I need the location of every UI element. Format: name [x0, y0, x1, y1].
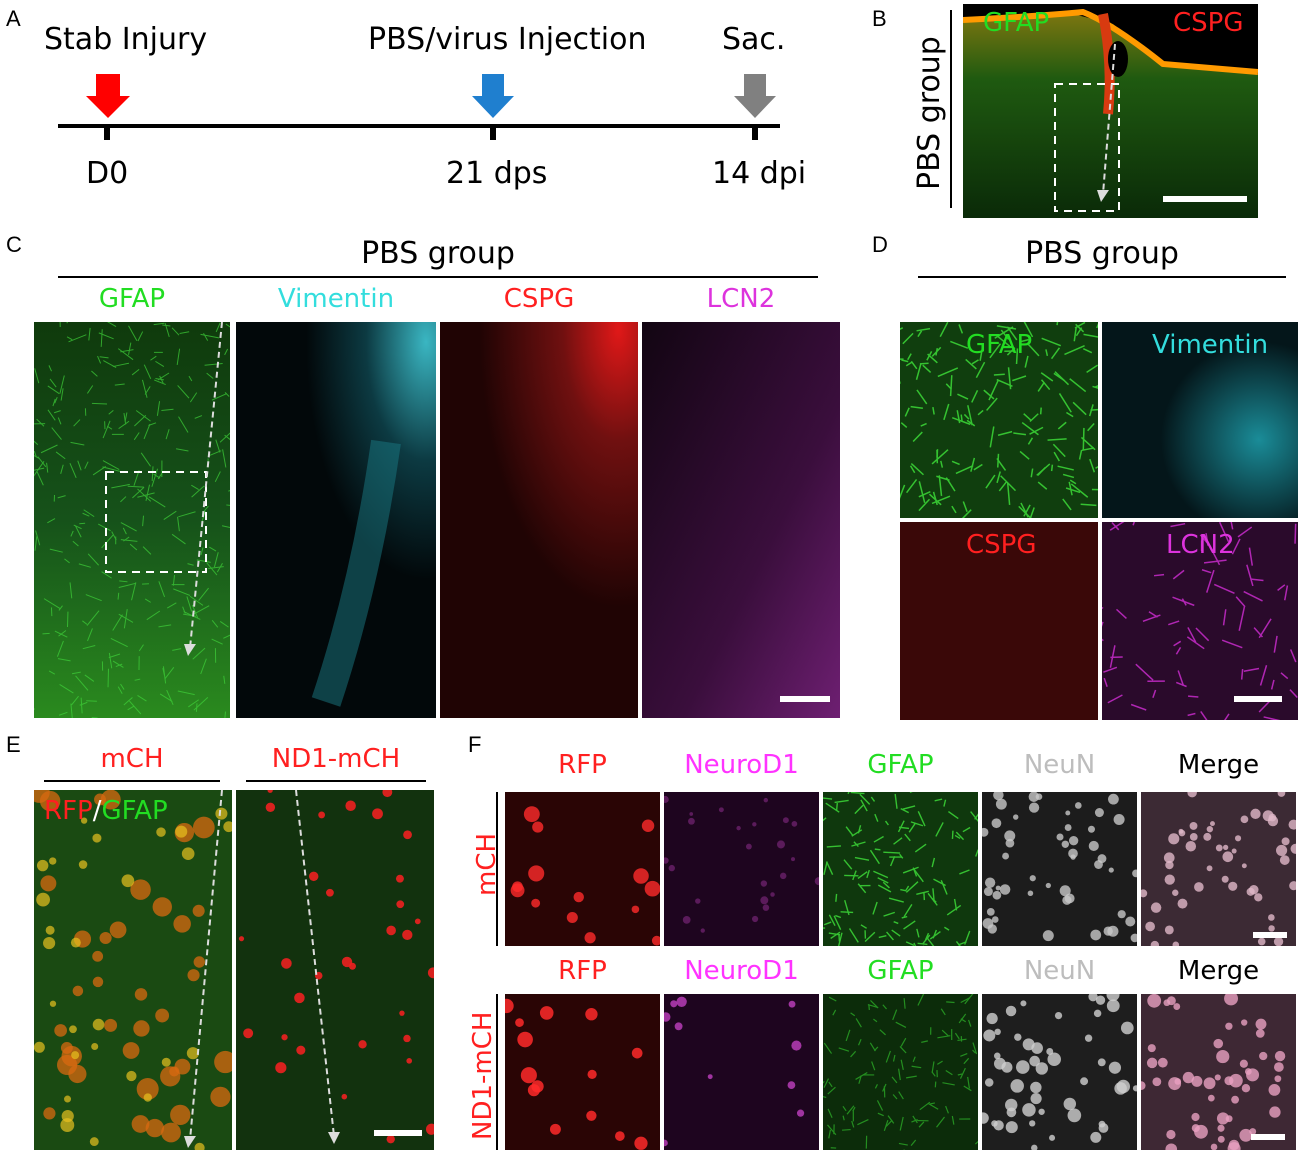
- f-r2-nd1-cells: [664, 996, 805, 1147]
- panel-e-overlay-label: RFP/GFAP: [44, 796, 168, 826]
- panel-d-label-vimentin: Vimentin: [1152, 330, 1269, 360]
- panel-f-nd1-gfap-micrograph: [823, 994, 978, 1150]
- scale-bar: [1163, 196, 1247, 202]
- panel-c-group-label: PBS group: [361, 236, 515, 271]
- panel-e-nd1-cells: [238, 790, 434, 1144]
- panel-label-d: D: [872, 232, 888, 257]
- panel-d-label-lcn2: LCN2: [1166, 530, 1235, 560]
- scale-bar: [1234, 696, 1282, 702]
- panel-b-label-cspg: CSPG: [1173, 8, 1244, 38]
- panel-c-bracket: [58, 276, 818, 278]
- panel-b-bracket: [950, 10, 952, 208]
- panel-d-cspg-micrograph: CSPG: [900, 522, 1098, 720]
- panel-d-lcn2-fibers: [1102, 522, 1298, 720]
- timeline-event-sac: Sac.: [722, 22, 786, 57]
- panel-f-row-label-nd1-mch: ND1-mCH: [468, 1011, 498, 1140]
- f-r1-neun-cells: [982, 792, 1137, 943]
- panel-f-nd1-neun-micrograph: [982, 994, 1137, 1150]
- panel-d-vimentin-micrograph: Vimentin: [1102, 322, 1298, 518]
- f-r1-nd1-cells: [664, 795, 819, 933]
- f-r2-gfap-fibers: [823, 994, 978, 1150]
- panel-f-mch-neurod1-micrograph: [664, 792, 819, 946]
- panel-f-row1-channel-merge: Merge: [1177, 750, 1260, 780]
- sac-arrow-icon: [734, 74, 776, 118]
- f-r2-merge-cells: [1141, 994, 1286, 1150]
- f-r1-gfap-fibers: [823, 792, 978, 946]
- panel-f-nd1-rfp-micrograph: [505, 994, 660, 1150]
- panel-b-group-label: PBS group: [912, 36, 947, 190]
- panel-e-bracket-nd1-mch: [246, 780, 426, 782]
- panel-d-label-gfap: GFAP: [966, 330, 1033, 360]
- panel-f-mch-neun-micrograph: [982, 792, 1137, 946]
- f-r1-rfp-cells: [510, 806, 660, 946]
- panel-d-group-label: PBS group: [1025, 236, 1179, 271]
- panel-label-b: B: [872, 6, 887, 31]
- panel-f-row1-channel-rfp: RFP: [558, 750, 607, 780]
- f-r1-merge-cells: [1141, 792, 1296, 946]
- scale-bar: [1253, 932, 1287, 938]
- panel-f-row1-channel-neurod1: NeuroD1: [684, 750, 799, 780]
- panel-c-gfap-fibers: [34, 322, 230, 718]
- panel-f-row1-bracket: [496, 792, 498, 946]
- panel-f-nd1-neurod1-micrograph: [664, 994, 819, 1150]
- panel-c-vimentin-micrograph: [236, 322, 436, 718]
- scale-bar: [780, 696, 830, 702]
- panel-f-row2-channel-rfp: RFP: [558, 956, 607, 986]
- scale-bar: [374, 1130, 422, 1136]
- panel-d-bracket: [918, 276, 1286, 278]
- panel-e-group-mch: mCH: [100, 744, 164, 774]
- panel-label-e: E: [6, 732, 21, 757]
- scale-bar: [1251, 1134, 1285, 1140]
- panel-f-row2-channel-neurod1: NeuroD1: [684, 956, 799, 986]
- timeline-tick-21dps: [490, 126, 496, 140]
- panel-f-nd1-merge-micrograph: [1141, 994, 1296, 1150]
- panel-f-mch-merge-micrograph: [1141, 792, 1296, 946]
- panel-c-channel-vimentin: Vimentin: [277, 284, 395, 314]
- f-r2-neun-cells: [982, 994, 1137, 1150]
- timeline-tick-label-21dps: 21 dps: [446, 156, 548, 191]
- panel-f-row1-channel-neun: NeuN: [1023, 750, 1096, 780]
- panel-c-lcn2-micrograph: [642, 322, 840, 718]
- panel-d-lcn2-micrograph: LCN2: [1102, 522, 1298, 720]
- stab-arrow-icon: [86, 74, 130, 118]
- panel-label-c: C: [6, 232, 22, 257]
- panel-f-row1-channel-gfap: GFAP: [867, 750, 934, 780]
- panel-label-a: A: [6, 6, 21, 31]
- timeline-event-injection: PBS/virus Injection: [368, 22, 647, 57]
- panel-e-mch-micrograph: RFP/GFAP: [34, 790, 232, 1150]
- panel-c-channel-cspg: CSPG: [503, 284, 575, 314]
- panel-f-mch-rfp-micrograph: [505, 792, 660, 946]
- panel-e-bracket-mch: [44, 780, 220, 782]
- panel-f-row2-channel-neun: NeuN: [1023, 956, 1096, 986]
- panel-c-channel-lcn2: LCN2: [706, 284, 776, 314]
- panel-d-gfap-micrograph: GFAP: [900, 322, 1098, 518]
- timeline-diagram: [58, 74, 780, 140]
- panel-e-overlay-gfap: GFAP: [101, 796, 168, 826]
- timeline-tick-label-d0: D0: [86, 156, 129, 191]
- panel-label-f: F: [468, 732, 482, 757]
- panel-c-gfap-micrograph: [34, 322, 230, 718]
- panel-c-channel-gfap: GFAP: [98, 284, 166, 314]
- panel-d-label-cspg: CSPG: [966, 530, 1037, 560]
- panel-f-mch-gfap-micrograph: [823, 792, 978, 946]
- panel-d-gfap-fibers: [900, 322, 1098, 518]
- timeline-event-stab-injury: Stab Injury: [44, 22, 208, 57]
- panel-e-overlay-sep: /: [92, 796, 102, 826]
- panel-b-label-gfap: GFAP: [983, 8, 1050, 38]
- panel-f-row2-channel-merge: Merge: [1177, 956, 1260, 986]
- panel-b-micrograph: GFAP CSPG: [963, 4, 1258, 218]
- injection-arrow-icon: [472, 74, 514, 118]
- panel-e-mch-cells: [34, 790, 232, 1150]
- panel-e-group-nd1-mch: ND1-mCH: [271, 744, 401, 774]
- f-r2-rfp-cells: [505, 998, 648, 1150]
- timeline-tick-d0: [104, 126, 110, 140]
- panel-e-overlay-rfp: RFP: [44, 796, 93, 826]
- panel-e-nd1-mch-micrograph: [236, 790, 434, 1150]
- panel-c-cspg-micrograph: [440, 322, 638, 718]
- panel-f-row2-channel-gfap: GFAP: [867, 956, 934, 986]
- timeline-tick-14dpi: [752, 126, 758, 140]
- panel-f-row2-bracket: [496, 994, 498, 1150]
- timeline-tick-label-14dpi: 14 dpi: [712, 156, 807, 191]
